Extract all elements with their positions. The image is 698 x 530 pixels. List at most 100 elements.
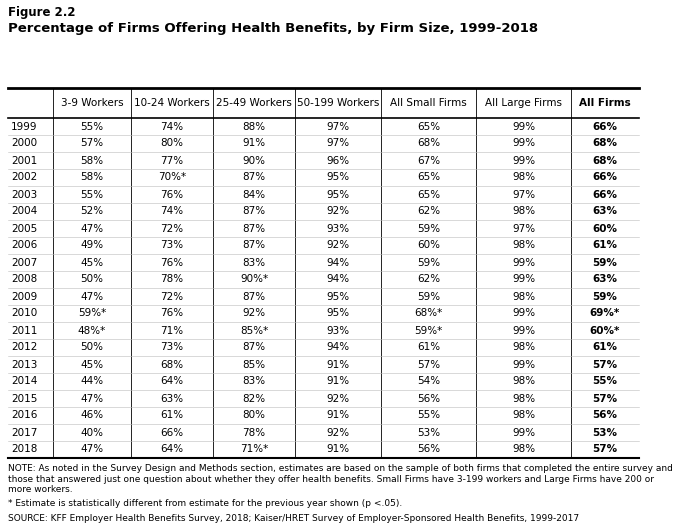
Text: 95%: 95% — [327, 292, 350, 302]
Text: 93%: 93% — [327, 224, 350, 234]
Text: 67%: 67% — [417, 155, 440, 165]
Text: 47%: 47% — [80, 445, 103, 455]
Text: 65%: 65% — [417, 121, 440, 131]
Text: 47%: 47% — [80, 224, 103, 234]
Text: 53%: 53% — [417, 428, 440, 437]
Text: 66%: 66% — [593, 190, 618, 199]
Text: 72%: 72% — [161, 292, 184, 302]
Text: 98%: 98% — [512, 393, 535, 403]
Text: 54%: 54% — [417, 376, 440, 386]
Text: 48%*: 48%* — [78, 325, 106, 335]
Text: 97%: 97% — [327, 121, 350, 131]
Text: 56%: 56% — [417, 393, 440, 403]
Text: NOTE: As noted in the Survey Design and Methods section, estimates are based on : NOTE: As noted in the Survey Design and … — [8, 464, 673, 473]
Text: 96%: 96% — [327, 155, 350, 165]
Text: 59%: 59% — [593, 292, 618, 302]
Text: 59%: 59% — [417, 224, 440, 234]
Text: 91%: 91% — [327, 376, 350, 386]
Text: 57%: 57% — [417, 359, 440, 369]
Text: 10-24 Workers: 10-24 Workers — [134, 98, 210, 108]
Text: more workers.: more workers. — [8, 485, 73, 494]
Text: those that answered just one question about whether they offer health benefits. : those that answered just one question ab… — [8, 474, 654, 483]
Text: 98%: 98% — [512, 411, 535, 420]
Text: 98%: 98% — [512, 241, 535, 251]
Text: 98%: 98% — [512, 445, 535, 455]
Text: 84%: 84% — [242, 190, 265, 199]
Text: 87%: 87% — [242, 292, 265, 302]
Text: 2001: 2001 — [11, 155, 37, 165]
Text: 74%: 74% — [161, 207, 184, 216]
Text: 1999: 1999 — [11, 121, 38, 131]
Text: 71%: 71% — [161, 325, 184, 335]
Text: 78%: 78% — [161, 275, 184, 285]
Text: 59%*: 59%* — [415, 325, 443, 335]
Text: 76%: 76% — [161, 308, 184, 319]
Text: 61%: 61% — [417, 342, 440, 352]
Text: 98%: 98% — [512, 207, 535, 216]
Text: 91%: 91% — [242, 138, 265, 148]
Text: 95%: 95% — [327, 172, 350, 182]
Text: 91%: 91% — [327, 445, 350, 455]
Text: 68%: 68% — [593, 155, 618, 165]
Text: 68%*: 68%* — [415, 308, 443, 319]
Text: 50-199 Workers: 50-199 Workers — [297, 98, 379, 108]
Text: 99%: 99% — [512, 138, 535, 148]
Text: 65%: 65% — [417, 190, 440, 199]
Text: 94%: 94% — [327, 342, 350, 352]
Text: 61%: 61% — [593, 342, 618, 352]
Text: * Estimate is statistically different from estimate for the previous year shown : * Estimate is statistically different fr… — [8, 499, 402, 508]
Text: 74%: 74% — [161, 121, 184, 131]
Text: 49%: 49% — [80, 241, 103, 251]
Text: 70%*: 70%* — [158, 172, 186, 182]
Text: 90%: 90% — [242, 155, 265, 165]
Text: 64%: 64% — [161, 445, 184, 455]
Text: 92%: 92% — [242, 308, 265, 319]
Text: 2010: 2010 — [11, 308, 37, 319]
Text: 55%: 55% — [80, 190, 103, 199]
Text: 2007: 2007 — [11, 258, 37, 268]
Text: SOURCE: KFF Employer Health Benefits Survey, 2018; Kaiser/HRET Survey of Employe: SOURCE: KFF Employer Health Benefits Sur… — [8, 514, 579, 523]
Text: 50%: 50% — [80, 342, 103, 352]
Text: 2006: 2006 — [11, 241, 37, 251]
Text: 72%: 72% — [161, 224, 184, 234]
Text: 80%: 80% — [161, 138, 184, 148]
Text: 63%: 63% — [593, 207, 618, 216]
Text: 95%: 95% — [327, 190, 350, 199]
Text: 97%: 97% — [512, 224, 535, 234]
Text: 71%*: 71%* — [240, 445, 268, 455]
Text: 99%: 99% — [512, 359, 535, 369]
Text: 98%: 98% — [512, 172, 535, 182]
Text: 91%: 91% — [327, 359, 350, 369]
Text: 56%: 56% — [593, 411, 618, 420]
Text: 47%: 47% — [80, 292, 103, 302]
Text: 56%: 56% — [417, 445, 440, 455]
Text: 59%: 59% — [417, 292, 440, 302]
Text: 77%: 77% — [161, 155, 184, 165]
Text: 55%: 55% — [593, 376, 618, 386]
Text: 3-9 Workers: 3-9 Workers — [61, 98, 124, 108]
Text: 2002: 2002 — [11, 172, 37, 182]
Text: 60%: 60% — [417, 241, 440, 251]
Text: 73%: 73% — [161, 241, 184, 251]
Text: 63%: 63% — [161, 393, 184, 403]
Text: 25-49 Workers: 25-49 Workers — [216, 98, 292, 108]
Text: 95%: 95% — [327, 308, 350, 319]
Text: 50%: 50% — [80, 275, 103, 285]
Text: 78%: 78% — [242, 428, 265, 437]
Text: 60%: 60% — [593, 224, 618, 234]
Text: All Firms: All Firms — [579, 98, 631, 108]
Text: Percentage of Firms Offering Health Benefits, by Firm Size, 1999-2018: Percentage of Firms Offering Health Bene… — [8, 22, 538, 35]
Text: Figure 2.2: Figure 2.2 — [8, 6, 75, 19]
Text: 97%: 97% — [512, 190, 535, 199]
Text: 76%: 76% — [161, 190, 184, 199]
Text: 2005: 2005 — [11, 224, 37, 234]
Text: 83%: 83% — [242, 258, 265, 268]
Text: 2018: 2018 — [11, 445, 38, 455]
Text: 91%: 91% — [327, 411, 350, 420]
Text: 45%: 45% — [80, 258, 103, 268]
Text: 85%*: 85%* — [240, 325, 268, 335]
Text: 87%: 87% — [242, 207, 265, 216]
Text: 62%: 62% — [417, 275, 440, 285]
Text: 2013: 2013 — [11, 359, 38, 369]
Text: 2016: 2016 — [11, 411, 38, 420]
